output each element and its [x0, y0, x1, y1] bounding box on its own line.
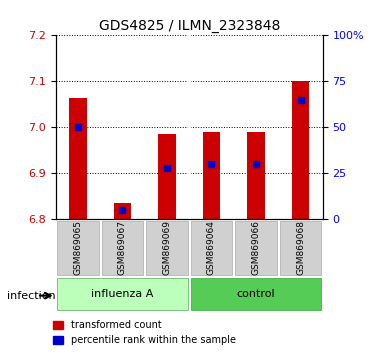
FancyBboxPatch shape	[280, 221, 321, 275]
Text: GSM869067: GSM869067	[118, 220, 127, 275]
Text: GSM869065: GSM869065	[73, 220, 82, 275]
FancyBboxPatch shape	[235, 221, 277, 275]
Bar	[203, 132, 220, 219]
Bar	[114, 203, 131, 219]
Text: control: control	[237, 289, 275, 299]
FancyBboxPatch shape	[57, 221, 99, 275]
FancyBboxPatch shape	[191, 278, 321, 310]
Text: GSM869068: GSM869068	[296, 220, 305, 275]
Bar	[158, 134, 176, 219]
Bar	[69, 97, 87, 219]
Bar	[292, 81, 309, 219]
FancyBboxPatch shape	[57, 278, 188, 310]
Title: GDS4825 / ILMN_2323848: GDS4825 / ILMN_2323848	[99, 19, 280, 33]
Legend: transformed count, percentile rank within the sample: transformed count, percentile rank withi…	[49, 316, 240, 349]
FancyBboxPatch shape	[146, 221, 188, 275]
Bar	[247, 132, 265, 219]
FancyBboxPatch shape	[102, 221, 143, 275]
Text: influenza A: influenza A	[91, 289, 154, 299]
FancyBboxPatch shape	[191, 221, 232, 275]
Text: infection: infection	[7, 291, 56, 301]
Text: GSM869064: GSM869064	[207, 220, 216, 275]
Text: GSM869066: GSM869066	[252, 220, 260, 275]
Text: GSM869069: GSM869069	[162, 220, 171, 275]
